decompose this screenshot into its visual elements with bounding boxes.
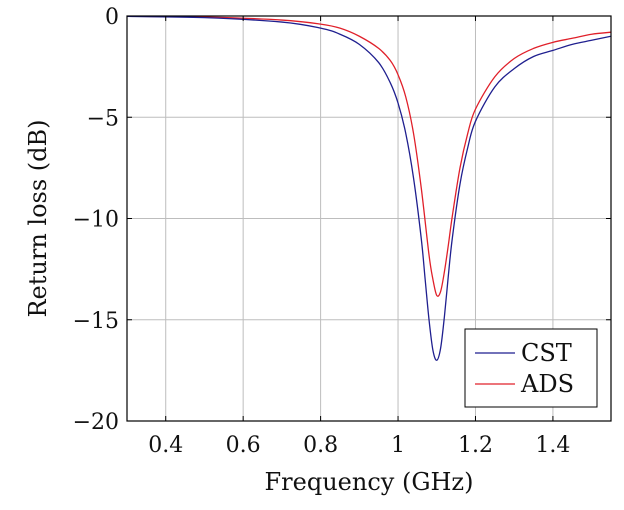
legend: CST ADS: [464, 328, 598, 408]
y-tick-label: 0: [105, 5, 119, 30]
x-tick-label: 1: [391, 433, 405, 458]
series-line-cst: [127, 16, 611, 361]
tick-labels: 0.4 0.6 0.8 1 1.2 1.4 0 −5 −10 −15 −20: [73, 5, 611, 458]
x-tick-label: 0.8: [303, 433, 338, 458]
x-tick-label: 0.4: [148, 433, 183, 458]
x-tick-label: 1.2: [458, 433, 493, 458]
y-tick-label: −10: [73, 208, 119, 233]
x-tick-label: 1.4: [535, 433, 570, 458]
legend-box: [464, 328, 598, 408]
series-line-ads: [127, 16, 611, 297]
y-tick-label: −5: [87, 106, 119, 131]
x-axis-label: Frequency (GHz): [265, 468, 474, 496]
legend-label-ads: ADS: [520, 370, 574, 398]
series-lines: [127, 16, 611, 361]
legend-label-cst: CST: [521, 339, 572, 367]
y-tick-label: −15: [73, 309, 119, 334]
x-tick-label: 0.6: [226, 433, 261, 458]
y-tick-label: −20: [73, 410, 119, 435]
y-axis-label: Return loss (dB): [24, 119, 52, 317]
